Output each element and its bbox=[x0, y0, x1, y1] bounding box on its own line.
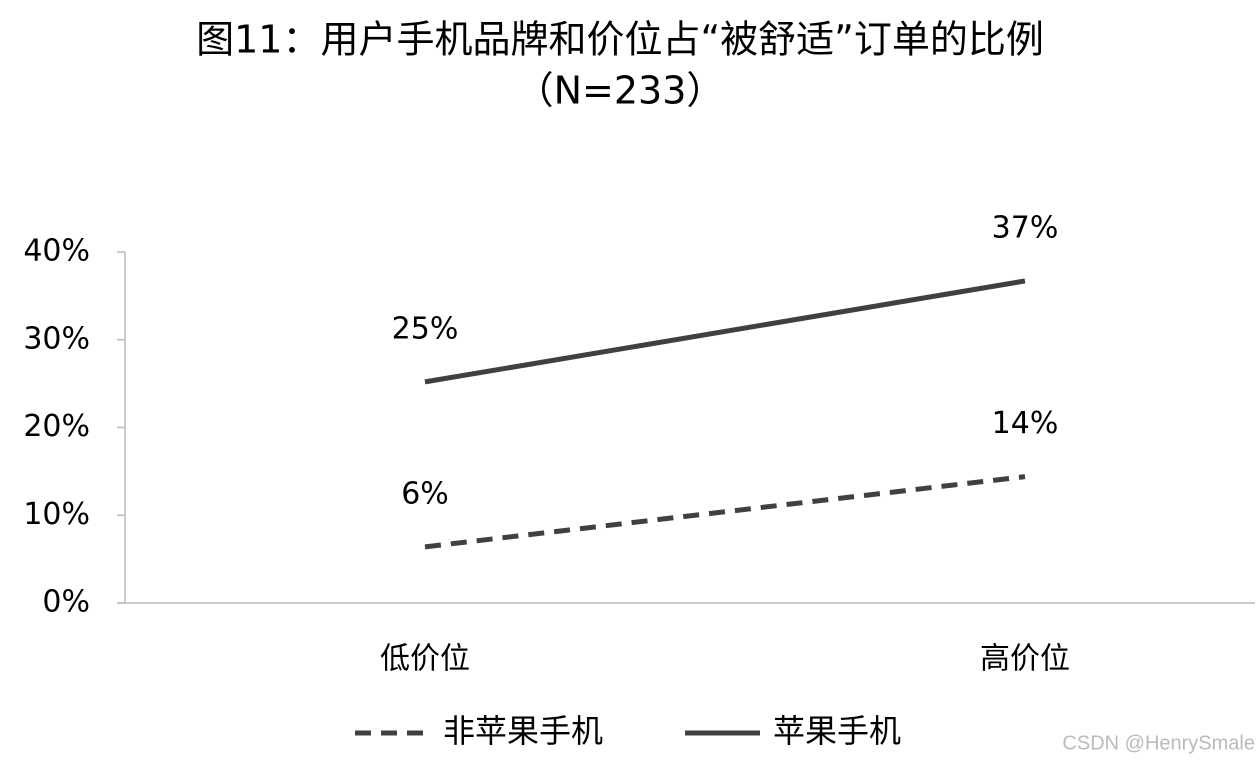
y-tick-label: 0% bbox=[42, 585, 90, 620]
series-line bbox=[424, 474, 1026, 550]
watermark: CSDN @HenrySmale bbox=[1062, 732, 1255, 754]
chart-subtitle: （N=233） bbox=[516, 69, 725, 113]
data-label: 6% bbox=[401, 476, 449, 511]
x-tick-label: 低价位 bbox=[380, 642, 470, 677]
data-label: 14% bbox=[992, 406, 1059, 441]
y-tick-label: 30% bbox=[23, 321, 90, 356]
y-tick-label: 20% bbox=[23, 409, 90, 444]
y-tick-label: 10% bbox=[23, 497, 90, 532]
legend-label: 苹果手机 bbox=[773, 712, 901, 750]
data-label: 25% bbox=[392, 311, 459, 346]
chart-title: 图11：用户手机品牌和价位占“被舒适”订单的比例 bbox=[196, 18, 1044, 62]
x-tick-label: 高价位 bbox=[980, 642, 1070, 677]
series-line bbox=[424, 278, 1026, 385]
y-tick-label: 40% bbox=[23, 234, 90, 269]
data-label: 37% bbox=[992, 210, 1059, 245]
legend-label: 非苹果手机 bbox=[443, 712, 603, 750]
